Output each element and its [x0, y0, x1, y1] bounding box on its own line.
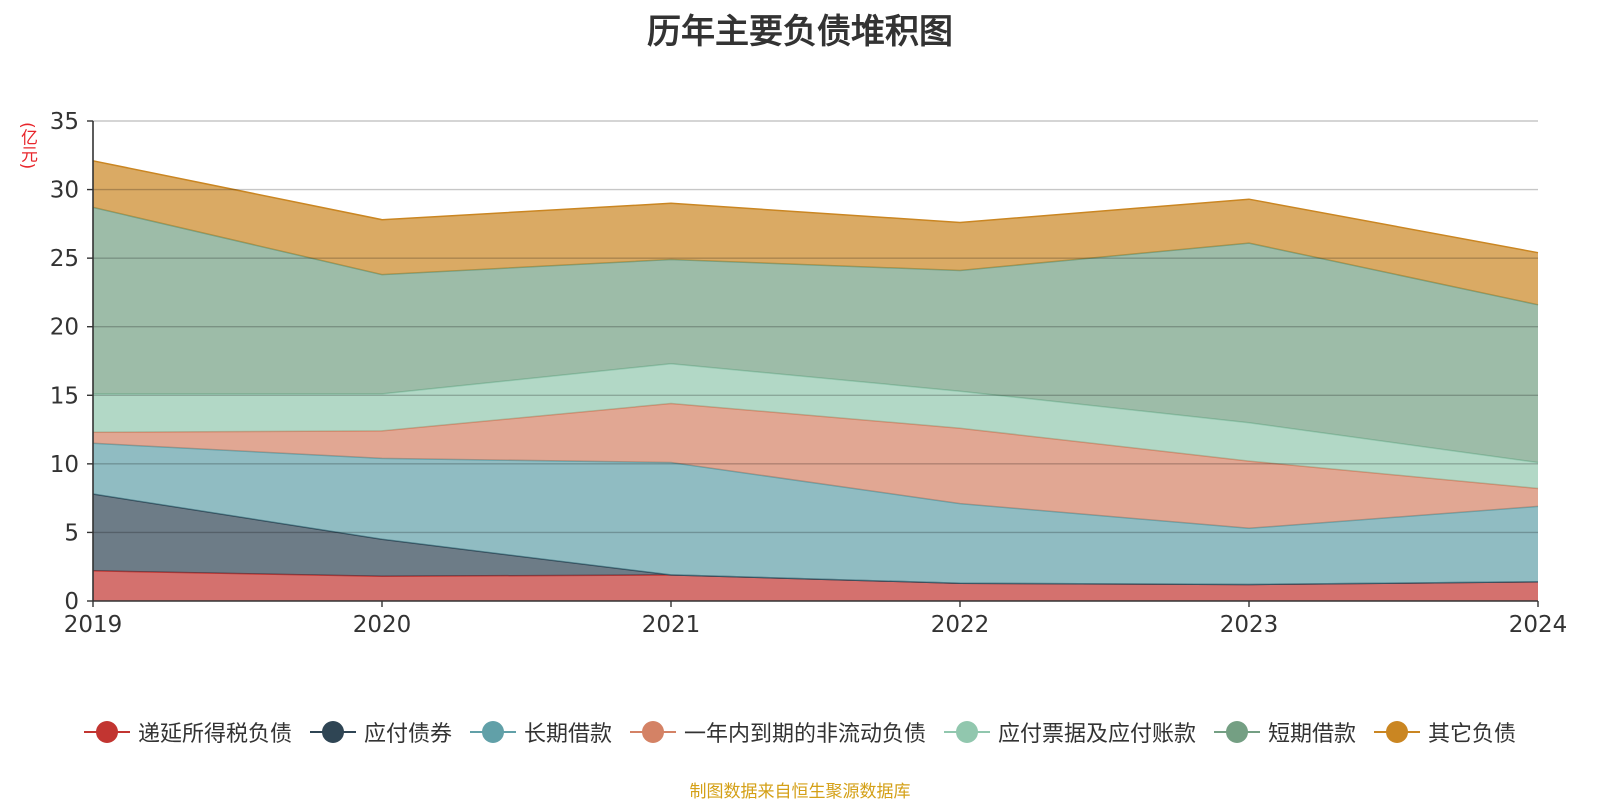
y-tick-label: 25	[50, 246, 79, 272]
x-tick-label: 2024	[1509, 612, 1568, 638]
legend-label: 短期借款	[1268, 722, 1357, 747]
x-tick-label: 2019	[64, 612, 123, 638]
area-series-1	[93, 494, 1538, 585]
legend-marker-icon	[1214, 718, 1261, 746]
area-series-6	[93, 160, 1538, 305]
y-tick-label: 5	[64, 520, 79, 546]
y-axis-unit-label: (亿元)	[17, 122, 37, 170]
y-tick-label: 20	[50, 315, 79, 341]
legend-item[interactable]: 长期借款	[469, 716, 612, 748]
x-tick-label: 2022	[931, 612, 990, 638]
area-series-3	[93, 403, 1538, 529]
legend-item[interactable]: 应付票据及应付账款	[944, 716, 1196, 748]
y-tick-label: 30	[50, 178, 79, 204]
legend-item[interactable]: 短期借款	[1214, 716, 1356, 748]
area-series-4	[93, 363, 1538, 489]
area-series-2	[93, 443, 1538, 585]
area-edge-6	[92, 160, 1539, 254]
y-tick-label: 10	[50, 452, 79, 478]
legend: 递延所得税负债 应付债券 长期借款 一年内到期的非流动负债 应付票据及应付账款 短期借款 其…	[0, 716, 1600, 748]
x-tick-label: 2021	[642, 612, 701, 638]
legend-label: 其它负债	[1428, 722, 1517, 747]
legend-marker-icon	[469, 718, 516, 746]
legend-marker-icon	[309, 718, 356, 746]
area-layer	[92, 160, 1539, 601]
legend-item[interactable]: 一年内到期的非流动负债	[629, 716, 926, 748]
legend-label: 长期借款	[523, 722, 612, 747]
y-tick-label: 15	[50, 383, 79, 409]
legend-marker-icon	[629, 718, 676, 746]
legend-item[interactable]: 递延所得税负债	[83, 716, 292, 748]
legend-item[interactable]: 应付债券	[309, 716, 452, 748]
legend-marker-icon	[1374, 718, 1421, 746]
x-tick-label: 2023	[1220, 612, 1279, 638]
axes-layer: 0 5 10 15 20 25 30 35 2019 2020 2021 2022 2023 2024	[50, 109, 1568, 638]
legend-label: 递延所得税负债	[137, 722, 292, 747]
legend-label: 应付票据及应付账款	[998, 722, 1197, 747]
legend-label: 应付债券	[363, 722, 452, 747]
x-tick-label: 2020	[353, 612, 412, 638]
y-tick-label: 0	[64, 589, 79, 615]
chart-title: 历年主要负债堆积图	[647, 12, 953, 52]
source-note: 制图数据来自恒生聚源数据库	[689, 782, 911, 802]
y-tick-label: 35	[50, 109, 79, 135]
legend-label: 一年内到期的非流动负债	[683, 722, 926, 747]
area-series-0	[93, 570, 1538, 601]
legend-marker-icon	[944, 718, 990, 746]
grid-layer	[93, 120, 1538, 534]
legend-item[interactable]: 其它负债	[1374, 716, 1516, 748]
legend-marker-icon	[83, 718, 130, 746]
